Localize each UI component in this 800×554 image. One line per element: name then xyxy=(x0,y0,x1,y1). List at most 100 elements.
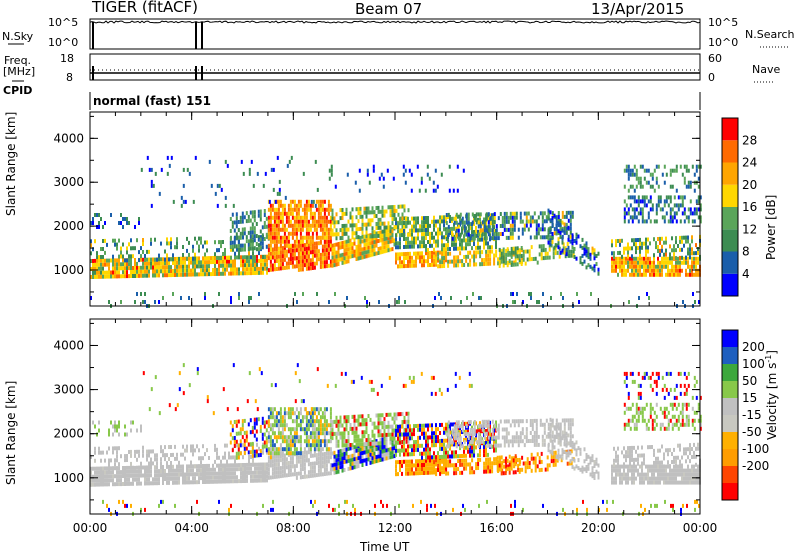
echo-cell xyxy=(315,231,318,236)
echo-cell xyxy=(323,252,326,257)
echo-cell xyxy=(417,220,419,225)
echo-cell xyxy=(267,207,270,212)
echo-cell xyxy=(94,450,96,455)
echo-cell xyxy=(250,271,252,276)
echo-cell xyxy=(361,463,364,467)
echo-cell xyxy=(216,271,218,276)
echo-cell xyxy=(439,260,442,265)
echo-cell xyxy=(319,252,322,257)
echo-cell xyxy=(527,211,530,216)
echo-cell xyxy=(691,268,693,273)
echo-cell xyxy=(597,267,600,272)
echo-cell xyxy=(453,246,455,251)
echo-cell xyxy=(359,226,362,231)
echo-cell xyxy=(323,260,326,265)
echo-cell xyxy=(281,266,284,271)
echo-cell xyxy=(542,292,544,296)
echo-cell xyxy=(228,451,230,456)
echo-cell xyxy=(264,262,266,267)
echo-cell xyxy=(204,272,206,277)
echo-cell xyxy=(242,479,244,483)
echo-cell xyxy=(102,450,104,455)
echo-cell xyxy=(653,219,656,224)
echo-cell xyxy=(222,455,224,460)
echo-cell xyxy=(455,242,457,247)
echo-cell xyxy=(262,266,264,271)
echo-cell xyxy=(315,439,318,444)
echo-cell xyxy=(104,274,106,279)
echo-cell xyxy=(417,216,419,221)
echo-cell xyxy=(627,164,630,169)
echo-cell xyxy=(549,230,552,235)
echo-cell xyxy=(633,238,635,243)
echo-cell xyxy=(287,223,290,228)
echo-cell xyxy=(271,263,274,268)
echo-cell xyxy=(399,233,401,238)
echo-cell xyxy=(176,245,178,250)
echo-cell xyxy=(108,262,110,267)
echo-cell xyxy=(102,247,104,251)
echo-cell xyxy=(649,264,651,269)
echo-cell xyxy=(140,469,142,474)
echo-cell xyxy=(229,440,232,445)
echo-cell xyxy=(477,237,479,242)
echo-cell xyxy=(329,215,332,220)
echo-cell xyxy=(669,207,672,212)
echo-cell xyxy=(231,240,234,245)
echo-cell xyxy=(339,461,342,466)
echo-cell xyxy=(461,220,464,225)
echo-cell xyxy=(383,444,386,449)
echo-cell xyxy=(156,457,158,462)
echo-cell xyxy=(585,249,588,254)
echo-cell xyxy=(417,459,419,464)
echo-cell xyxy=(357,219,360,224)
echo-cell xyxy=(202,472,204,476)
echo-cell xyxy=(317,423,320,428)
echo-cell xyxy=(136,449,138,454)
echo-cell xyxy=(349,250,352,255)
echo-cell xyxy=(456,164,459,169)
echo-cell xyxy=(431,254,433,259)
echo-cell xyxy=(555,227,558,232)
echo-cell xyxy=(389,235,392,240)
echo-cell xyxy=(536,260,539,265)
echo-cell xyxy=(278,191,281,196)
echo-cell xyxy=(663,199,666,204)
echo-cell xyxy=(381,413,384,418)
echo-cell xyxy=(319,423,322,428)
echo-cell xyxy=(403,419,406,424)
echo-cell xyxy=(144,269,146,274)
y-tick-label: 1000 xyxy=(53,263,84,277)
echo-cell xyxy=(150,179,153,184)
echo-cell xyxy=(419,240,421,245)
echo-cell xyxy=(425,244,427,248)
echo-cell xyxy=(170,241,172,246)
echo-cell xyxy=(380,172,383,177)
echo-cell xyxy=(339,253,342,258)
echo-cell xyxy=(208,264,210,269)
echo-cell xyxy=(261,444,264,449)
echo-cell xyxy=(671,256,673,261)
echo-cell xyxy=(327,471,330,476)
echo-cell xyxy=(112,470,114,475)
echo-cell xyxy=(110,470,112,475)
echo-cell xyxy=(200,476,202,481)
echo-cell xyxy=(311,203,314,208)
echo-cell xyxy=(314,203,317,208)
echo-cell xyxy=(98,262,100,267)
echo-cell xyxy=(244,267,246,272)
echo-cell xyxy=(256,470,258,475)
echo-cell xyxy=(407,419,410,424)
echo-cell xyxy=(237,447,240,452)
echo-cell xyxy=(289,451,292,456)
echo-cell xyxy=(142,473,144,478)
echo-cell xyxy=(337,419,340,424)
echo-cell xyxy=(299,267,302,272)
echo-cell xyxy=(653,168,656,173)
echo-cell xyxy=(285,465,288,470)
echo-cell xyxy=(311,258,314,262)
echo-cell xyxy=(519,211,522,216)
echo-cell xyxy=(343,448,346,452)
echo-cell xyxy=(325,227,328,232)
echo-cell xyxy=(122,217,124,221)
